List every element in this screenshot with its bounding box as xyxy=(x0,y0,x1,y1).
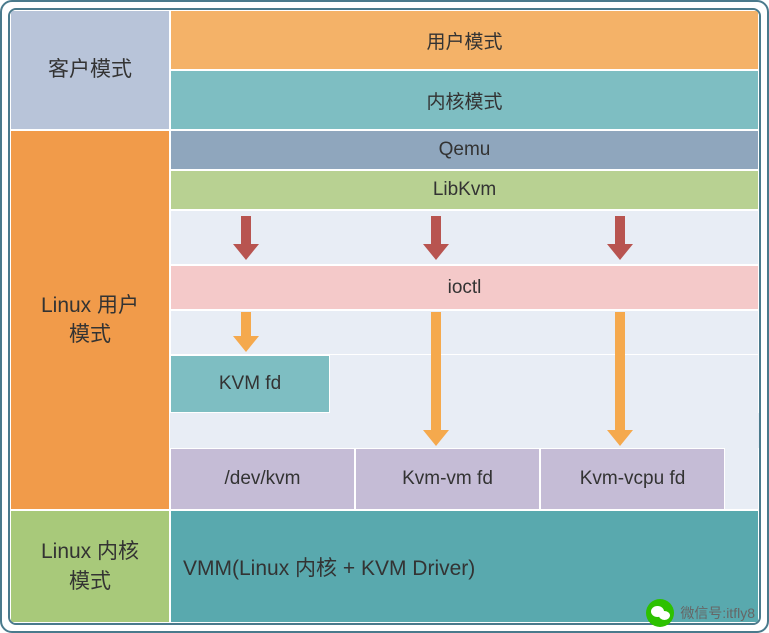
linux-kernel-line2: 模式 xyxy=(69,567,111,596)
libkvm-text: LibKvm xyxy=(433,179,496,201)
vmm-text: VMM(Linux 内核 + KVM Driver) xyxy=(183,552,475,582)
arrow-red-2 xyxy=(426,216,446,260)
ioctl-cell: ioctl xyxy=(170,265,759,310)
arrow-orange-3 xyxy=(610,312,630,446)
arrow-orange-2 xyxy=(426,312,446,446)
ioctl-text: ioctl xyxy=(448,277,482,299)
kvm-fd-text: KVM fd xyxy=(219,373,281,395)
linux-kernel-line1: Linux 内核 xyxy=(41,537,139,566)
arrow-red-1 xyxy=(236,216,256,260)
kvm-vm-fd-text: Kvm-vm fd xyxy=(402,468,493,490)
libkvm-cell: LibKvm xyxy=(170,170,759,210)
spacer-row-3 xyxy=(170,413,759,448)
linux-user-line1: Linux 用户 xyxy=(41,291,139,320)
wechat-badge: 微信号:itfly8 xyxy=(646,599,755,627)
dev-kvm-text: /dev/kvm xyxy=(224,468,300,490)
kvm-architecture-diagram: 客户模式 用户模式 内核模式 Linux 用户 模式 Qemu LibKvm i xyxy=(0,0,769,633)
linux-kernel-mode-label: Linux 内核 模式 xyxy=(10,510,170,623)
dev-kvm-cell: /dev/kvm xyxy=(170,448,355,510)
diagram-inner: 客户模式 用户模式 内核模式 Linux 用户 模式 Qemu LibKvm i xyxy=(8,8,761,625)
kernel-mode-text: 内核模式 xyxy=(426,87,502,114)
qemu-text: Qemu xyxy=(439,139,491,161)
arrow-orange-1 xyxy=(236,312,256,352)
linux-user-line2: 模式 xyxy=(69,320,111,349)
linux-user-mode-label: Linux 用户 模式 xyxy=(10,130,170,510)
kvm-vcpu-fd-cell: Kvm-vcpu fd xyxy=(540,448,725,510)
kvm-fd-cell: KVM fd xyxy=(170,355,330,413)
kvm-vm-fd-cell: Kvm-vm fd xyxy=(355,448,540,510)
qemu-cell: Qemu xyxy=(170,130,759,170)
wechat-icon xyxy=(646,599,674,627)
user-mode-text: 用户模式 xyxy=(426,27,502,54)
wechat-text: 微信号:itfly8 xyxy=(680,603,755,623)
user-mode-cell: 用户模式 xyxy=(170,10,759,70)
kvm-vcpu-fd-text: Kvm-vcpu fd xyxy=(580,468,686,490)
kernel-mode-cell: 内核模式 xyxy=(170,70,759,130)
guest-mode-label: 客户模式 xyxy=(10,10,170,130)
arrow-red-3 xyxy=(610,216,630,260)
guest-mode-text: 客户模式 xyxy=(48,55,132,84)
